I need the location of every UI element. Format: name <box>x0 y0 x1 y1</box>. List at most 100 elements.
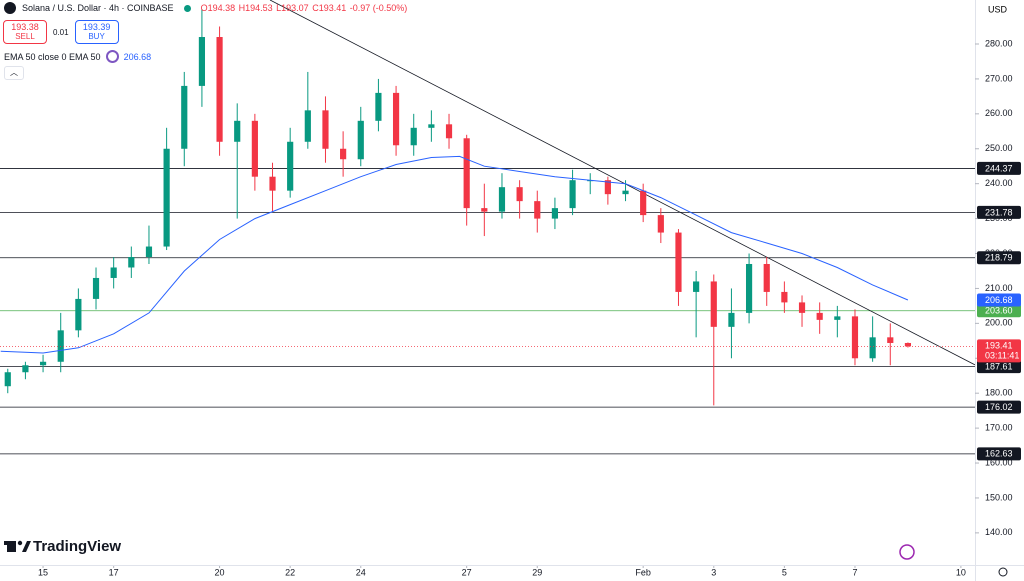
current-price-box <box>977 339 1021 363</box>
candle-body <box>22 365 29 373</box>
x-tick-label: 17 <box>109 567 119 577</box>
price-label: 231.78 <box>985 207 1013 217</box>
x-tick-label: 20 <box>215 567 225 577</box>
candle-body <box>745 263 753 313</box>
price-label: 203.60 <box>985 306 1013 316</box>
candle-body <box>604 180 611 195</box>
currency-label[interactable]: USD <box>988 4 1008 14</box>
candle-body <box>640 190 647 216</box>
buy-label: BUY <box>88 32 105 41</box>
sell-button[interactable]: 193.38 SELL <box>3 20 47 44</box>
x-tick-label: 10 <box>956 567 966 577</box>
x-tick-label: 3 <box>711 567 716 577</box>
settings-icon[interactable] <box>998 567 1008 577</box>
indicator-value: 206.68 <box>123 51 152 62</box>
logo-part <box>17 540 23 546</box>
candle-body <box>816 312 823 320</box>
y-tick-label: 270.00 <box>985 73 1013 83</box>
candle-body <box>834 316 841 320</box>
candle-body <box>216 37 223 142</box>
countdown-label: 03:11:41 <box>985 351 1019 361</box>
candle-body <box>657 215 664 233</box>
buy-button[interactable]: 193.39 BUY <box>74 20 119 44</box>
candle-body <box>269 176 276 191</box>
candle-body <box>392 92 400 146</box>
candle-body <box>851 316 859 359</box>
price-label-box <box>977 304 1021 318</box>
price-label-box <box>977 400 1021 414</box>
candle-body <box>693 281 700 292</box>
candle-body <box>516 187 523 202</box>
candle-body <box>251 120 258 177</box>
y-tick-label: 150.00 <box>985 492 1013 502</box>
high: H194.53 <box>238 3 273 13</box>
y-tick-label: 170.00 <box>985 422 1013 432</box>
collapse-button[interactable]: ︿ <box>4 66 24 80</box>
candle-body <box>887 337 894 343</box>
y-tick-label: 140.00 <box>985 527 1013 537</box>
candle-body <box>904 342 912 347</box>
price-label: 244.37 <box>985 163 1013 173</box>
current-price-label: 193.41 <box>985 341 1013 351</box>
candle-body <box>410 127 417 146</box>
candle-body <box>428 124 435 128</box>
trade-panel: 193.38 SELL 0.01 193.39 BUY <box>3 20 119 44</box>
x-tick-label: 5 <box>782 567 787 577</box>
icon[interactable] <box>899 544 915 560</box>
logo-part <box>7 541 16 552</box>
candle-body <box>728 312 735 327</box>
candle-body <box>622 190 629 195</box>
price-label-box <box>977 205 1021 219</box>
price-label: 218.79 <box>985 253 1013 263</box>
candle-body <box>304 110 311 142</box>
indicator-name[interactable]: EMA 50 close 0 EMA 50 <box>4 51 101 62</box>
market-status <box>183 4 191 12</box>
sell-label: SELL <box>15 32 35 41</box>
logo-part <box>4 541 12 545</box>
y-tick-label: 240.00 <box>985 178 1013 188</box>
candle-body <box>534 201 541 219</box>
y-tick-label: 280.00 <box>985 38 1013 48</box>
symbol[interactable]: Solana / U.S. Dollar · 4h · COINBASE <box>22 3 174 13</box>
symbol-logo <box>4 2 16 14</box>
price-label: 187.61 <box>985 361 1013 371</box>
price-label-box <box>977 293 1021 307</box>
ema-line <box>0 155 909 354</box>
y-tick-label: 260.00 <box>985 108 1013 118</box>
sell-price: 193.38 <box>11 22 39 32</box>
price-label-box <box>977 447 1021 461</box>
candle-body <box>340 148 347 160</box>
y-tick-label: 160.00 <box>985 457 1013 467</box>
buy-price: 193.39 <box>82 22 111 32</box>
candle-body <box>375 92 382 121</box>
change: -0.97 (-0.50%) <box>349 3 408 13</box>
candle-body <box>75 298 82 331</box>
candle-body <box>198 37 206 86</box>
watermark-text: TradingView <box>33 538 121 555</box>
candle-body <box>92 277 100 299</box>
y-tick-label: 180.00 <box>985 388 1013 398</box>
trendline <box>269 0 976 366</box>
x-tick-label: Feb <box>635 567 651 577</box>
logo-part <box>22 541 31 552</box>
candle-body <box>322 110 329 149</box>
close: C193.41 <box>312 3 347 13</box>
candle-body <box>569 180 576 209</box>
candle-body <box>4 372 11 387</box>
x-tick-label: 27 <box>462 567 472 577</box>
candle-body <box>781 291 788 303</box>
candle-body <box>163 148 170 247</box>
price-label-box <box>977 360 1021 374</box>
indicator-legend: EMA 50 close 0 EMA 50 206.68 <box>4 50 151 63</box>
candle-body <box>798 302 806 313</box>
candle-body <box>675 232 682 292</box>
candle-body <box>763 263 770 292</box>
candle-body <box>234 120 241 142</box>
indicator-icon <box>105 50 119 63</box>
x-tick-label: 22 <box>285 567 295 577</box>
x-tick-label: 24 <box>356 567 366 577</box>
price-axis: 140.00150.00160.00170.00180.00190.00200.… <box>975 38 1021 537</box>
candle-body <box>463 138 470 209</box>
ohlc: O194.38 H194.53 L193.07 C193.41 -0.97 (-… <box>201 3 409 13</box>
